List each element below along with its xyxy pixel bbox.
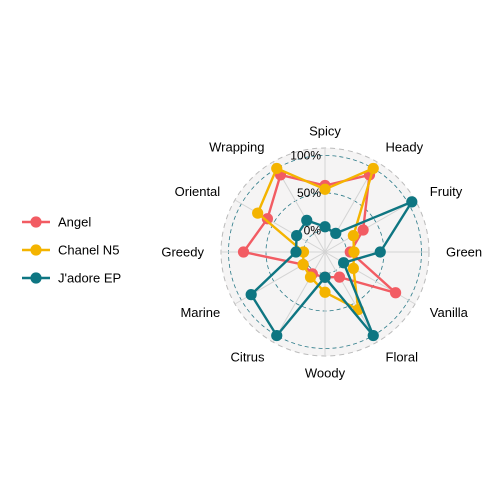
- data-point: [330, 227, 342, 239]
- legend-item: Angel: [22, 215, 91, 230]
- data-point: [319, 271, 331, 283]
- axis-label: Woody: [305, 366, 346, 381]
- data-point: [271, 329, 283, 342]
- series-1: [252, 162, 379, 316]
- axis-label: Floral: [386, 349, 419, 364]
- data-point: [389, 287, 402, 299]
- tick-label: 100%: [290, 149, 321, 163]
- axis-label: Fruity: [430, 184, 463, 199]
- grid-layer: [220, 147, 430, 357]
- axis-label: Oriental: [175, 184, 221, 199]
- series-2: [245, 196, 418, 342]
- series-layer: [237, 162, 418, 342]
- axis-label: Vanilla: [430, 305, 469, 320]
- tick-label: 0%: [304, 224, 322, 238]
- axis-label: Marine: [180, 305, 220, 320]
- data-point: [261, 213, 274, 225]
- axis-spoke: [272, 251, 326, 343]
- data-point: [338, 257, 350, 269]
- data-point: [291, 230, 303, 242]
- data-point: [367, 329, 379, 342]
- tick-label: 50%: [297, 186, 321, 200]
- data-point: [319, 183, 331, 195]
- data-point: [347, 262, 359, 274]
- label-layer: 0% 50% 100% Spicy Heady Fruity Green Vanilla Flo…: [161, 124, 482, 381]
- data-point: [237, 246, 250, 258]
- axis-spoke: [324, 251, 378, 343]
- legend-marker: [30, 244, 42, 256]
- data-point: [319, 221, 331, 233]
- data-point: [301, 214, 313, 226]
- legend-item: Chanel N5: [22, 243, 119, 258]
- data-point: [357, 224, 369, 236]
- data-point: [304, 271, 317, 283]
- data-point: [271, 162, 283, 175]
- axis-spoke: [324, 199, 416, 253]
- legend-marker: [30, 272, 42, 284]
- legend-marker: [30, 216, 42, 228]
- data-point: [245, 289, 257, 301]
- data-point: [348, 246, 360, 258]
- legend-label: J'adore EP: [58, 271, 121, 286]
- axis-label: Green: [446, 245, 482, 260]
- data-point: [406, 196, 418, 208]
- axis-label: Spicy: [309, 124, 341, 139]
- data-point: [290, 246, 302, 258]
- legend-item: J'adore EP: [22, 271, 121, 286]
- data-point: [297, 259, 309, 271]
- axis-label: Wrapping: [209, 140, 264, 155]
- legend: Angel Chanel N5 J'adore EP: [22, 215, 121, 286]
- data-point: [374, 246, 386, 258]
- data-point: [347, 230, 359, 242]
- legend-label: Chanel N5: [58, 243, 119, 258]
- legend-label: Angel: [58, 215, 91, 230]
- data-point: [367, 162, 379, 175]
- axis-label: Heady: [386, 140, 424, 155]
- axis-spoke: [234, 199, 326, 253]
- data-point: [252, 207, 264, 219]
- axis-label: Greedy: [161, 245, 204, 260]
- axis-label: Citrus: [231, 349, 265, 364]
- data-point: [333, 271, 346, 283]
- data-point: [319, 286, 331, 298]
